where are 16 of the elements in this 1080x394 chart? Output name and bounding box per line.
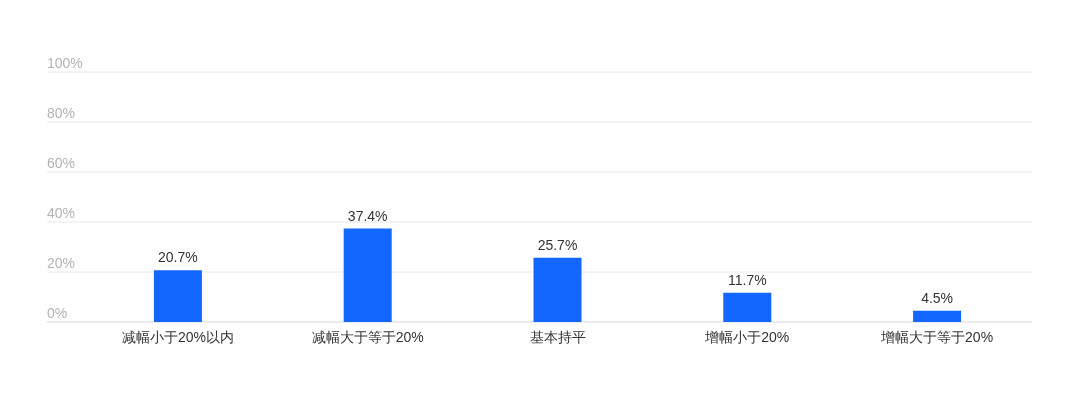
- data-label: 4.5%: [921, 289, 954, 306]
- data-label: 11.7%: [727, 271, 767, 288]
- x-tick-label: 减幅小于20%以内: [121, 329, 234, 345]
- data-label: 25.7%: [537, 236, 578, 253]
- y-tick-label: 20%: [47, 255, 76, 271]
- y-tick-label: 0%: [47, 305, 68, 321]
- x-tick-label: 增幅大于等于20%: [880, 329, 994, 345]
- x-tick-label: 增幅小于20%: [704, 329, 790, 345]
- y-tick-label: 80%: [47, 105, 76, 121]
- x-tick-label: 减幅大于等于20%: [311, 329, 424, 345]
- y-tick-label: 100%: [47, 55, 83, 71]
- data-label: 20.7%: [158, 249, 198, 266]
- y-tick-label: 60%: [47, 155, 76, 171]
- y-tick-label: 40%: [47, 205, 76, 221]
- data-label: 37.4%: [347, 207, 388, 224]
- x-tick-label: 基本持平: [529, 329, 586, 345]
